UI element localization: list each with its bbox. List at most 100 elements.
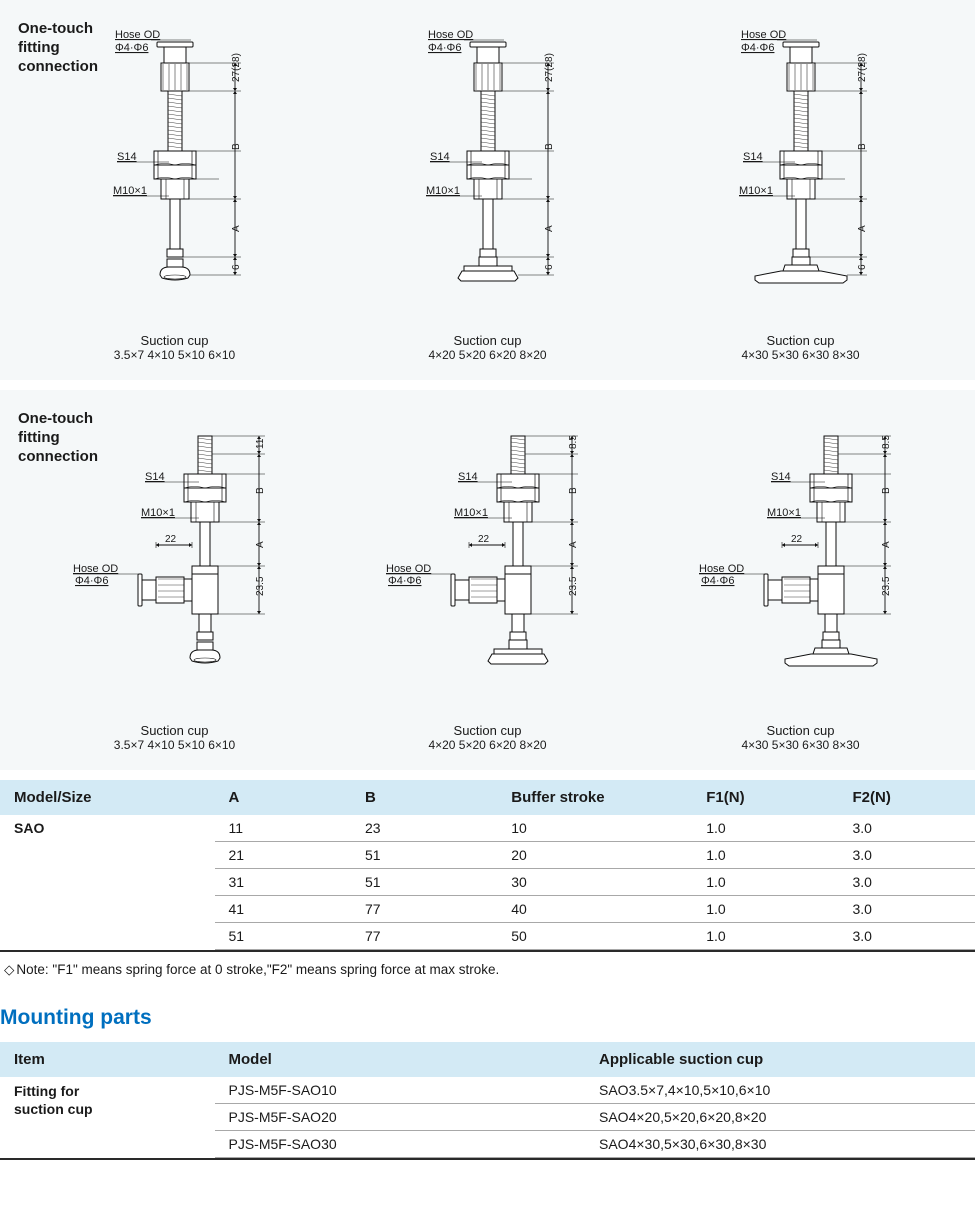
svg-text:23.5: 23.5 [568, 576, 579, 596]
panel-bottom: One-touch fitting connection S14M10×1 22… [0, 390, 975, 770]
schematic-bottom: S14M10×1 22Hose ODΦ4·Φ6 8.5 B A 23.5 [656, 418, 946, 708]
caption-title: Suction cup [454, 333, 522, 348]
svg-text:M10×1: M10×1 [739, 185, 773, 197]
table-row: Fitting forsuction cupPJS-M5F-SAO10SAO3.… [0, 1077, 975, 1104]
svg-text:22: 22 [478, 534, 490, 545]
diagram-top-0: Hose ODΦ4·Φ6S14M10×1 27(28) B A 6 Suctio… [18, 28, 331, 362]
spec-table-header-row: Model/Size A B Buffer stroke F1(N) F2(N) [0, 780, 975, 815]
col-item: Item [0, 1042, 215, 1077]
table-cell: 51 [215, 923, 352, 950]
schematic-top: Hose ODΦ4·Φ6S14M10×1 27(28) B A 6 [45, 28, 305, 318]
svg-text:Hose OD: Hose OD [115, 29, 160, 41]
caption-title: Suction cup [141, 333, 209, 348]
spec-table: Model/Size A B Buffer stroke F1(N) F2(N)… [0, 780, 975, 950]
caption-sizes: 4×30 5×30 6×30 8×30 [741, 738, 859, 752]
schematic-bottom: S14M10×1 22Hose ODΦ4·Φ6 8.5 B A 23.5 [343, 418, 633, 708]
col-f1: F1(N) [692, 780, 838, 815]
table-cell: 30 [497, 869, 692, 896]
caption-title: Suction cup [767, 723, 835, 738]
caption-title: Suction cup [767, 333, 835, 348]
mounting-table-body: Fitting forsuction cupPJS-M5F-SAO10SAO3.… [0, 1077, 975, 1158]
svg-text:Φ4·Φ6: Φ4·Φ6 [388, 575, 421, 587]
diagram-top-1: Hose ODΦ4·Φ6S14M10×1 27(28) B A 6 Suctio… [331, 28, 644, 362]
table-cell: 51 [351, 842, 497, 869]
mounting-table-wrap: Item Model Applicable suction cup Fittin… [0, 1042, 975, 1160]
svg-text:Φ4·Φ6: Φ4·Φ6 [75, 575, 108, 587]
mounting-parts-heading: Mounting parts [0, 1006, 975, 1030]
svg-text:23.5: 23.5 [255, 576, 266, 596]
schematic-top: Hose ODΦ4·Φ6S14M10×1 27(28) B A 6 [671, 28, 931, 318]
caption-sizes: 4×30 5×30 6×30 8×30 [741, 348, 859, 362]
svg-text:27(28): 27(28) [544, 53, 555, 82]
caption-title: Suction cup [141, 723, 209, 738]
svg-text:Hose OD: Hose OD [741, 29, 786, 41]
table-cell: 1.0 [692, 896, 838, 923]
svg-text:6: 6 [857, 264, 868, 270]
schematic-top: Hose ODΦ4·Φ6S14M10×1 27(28) B A 6 [358, 28, 618, 318]
schematic-bottom: S14M10×1 22Hose ODΦ4·Φ6 11 B A 23.5 [30, 418, 320, 708]
mounting-table-header-row: Item Model Applicable suction cup [0, 1042, 975, 1077]
spec-table-wrap: Model/Size A B Buffer stroke F1(N) F2(N)… [0, 780, 975, 952]
svg-text:Hose OD: Hose OD [73, 563, 118, 575]
table-cell: 1.0 [692, 842, 838, 869]
svg-text:8.5: 8.5 [568, 435, 579, 449]
svg-text:S14: S14 [743, 151, 763, 163]
diagram-row-bottom: S14M10×1 22Hose ODΦ4·Φ6 11 B A 23.5 Suct… [18, 410, 957, 752]
table-cell: SAO4×30,5×30,6×30,8×30 [585, 1131, 975, 1158]
svg-text:Φ4·Φ6: Φ4·Φ6 [701, 575, 734, 587]
table-cell: 40 [497, 896, 692, 923]
col-b: B [351, 780, 497, 815]
table-cell: 1.0 [692, 815, 838, 842]
table-cell: 1.0 [692, 923, 838, 950]
svg-text:S14: S14 [458, 471, 478, 483]
diagram-bottom-0: S14M10×1 22Hose ODΦ4·Φ6 11 B A 23.5 Suct… [18, 418, 331, 752]
svg-text:8.5: 8.5 [881, 435, 892, 449]
table-note: ◇Note: "F1" means spring force at 0 stro… [0, 952, 975, 996]
svg-text:B: B [231, 143, 242, 150]
svg-text:Hose OD: Hose OD [428, 29, 473, 41]
table-cell: 3.0 [839, 869, 975, 896]
table-cell: 51 [351, 869, 497, 896]
table-cell: PJS-M5F-SAO30 [215, 1131, 586, 1158]
table-cell: PJS-M5F-SAO20 [215, 1104, 586, 1131]
svg-text:M10×1: M10×1 [454, 507, 488, 519]
mounting-table: Item Model Applicable suction cup Fittin… [0, 1042, 975, 1158]
table-cell: 3.0 [839, 923, 975, 950]
svg-text:27(28): 27(28) [857, 53, 868, 82]
svg-text:S14: S14 [117, 151, 137, 163]
table-cell: 20 [497, 842, 692, 869]
table-cell: 3.0 [839, 842, 975, 869]
caption-sizes: 4×20 5×20 6×20 8×20 [428, 738, 546, 752]
model-cell: SAO [0, 815, 215, 950]
table-row: SAO1123101.03.0 [0, 815, 975, 842]
svg-text:A: A [881, 541, 892, 548]
diagram-row-top: Hose ODΦ4·Φ6S14M10×1 27(28) B A 6 Suctio… [18, 20, 957, 362]
spec-table-body: SAO1123101.03.02151201.03.03151301.03.04… [0, 815, 975, 950]
col-model2: Model [215, 1042, 586, 1077]
diagram-bottom-2: S14M10×1 22Hose ODΦ4·Φ6 8.5 B A 23.5 Suc… [644, 418, 957, 752]
table-cell: SAO3.5×7,4×10,5×10,6×10 [585, 1077, 975, 1104]
svg-text:B: B [544, 143, 555, 150]
caption-sizes: 3.5×7 4×10 5×10 6×10 [114, 738, 235, 752]
svg-text:Hose OD: Hose OD [699, 563, 744, 575]
table-cell: 77 [351, 896, 497, 923]
diagram-bottom-1: S14M10×1 22Hose ODΦ4·Φ6 8.5 B A 23.5 Suc… [331, 418, 644, 752]
svg-text:11: 11 [255, 438, 266, 449]
table-cell: 3.0 [839, 896, 975, 923]
svg-text:B: B [881, 487, 892, 494]
svg-text:6: 6 [231, 264, 242, 270]
table-cell: 41 [215, 896, 352, 923]
svg-text:S14: S14 [430, 151, 450, 163]
svg-text:M10×1: M10×1 [141, 507, 175, 519]
table-cell: 23 [351, 815, 497, 842]
svg-text:B: B [568, 487, 579, 494]
svg-text:A: A [857, 225, 868, 232]
table-cell: PJS-M5F-SAO10 [215, 1077, 586, 1104]
svg-text:22: 22 [791, 534, 803, 545]
caption-title: Suction cup [454, 723, 522, 738]
svg-text:B: B [857, 143, 868, 150]
col-buffer: Buffer stroke [497, 780, 692, 815]
svg-text:A: A [568, 541, 579, 548]
svg-text:S14: S14 [771, 471, 791, 483]
table-cell: 10 [497, 815, 692, 842]
